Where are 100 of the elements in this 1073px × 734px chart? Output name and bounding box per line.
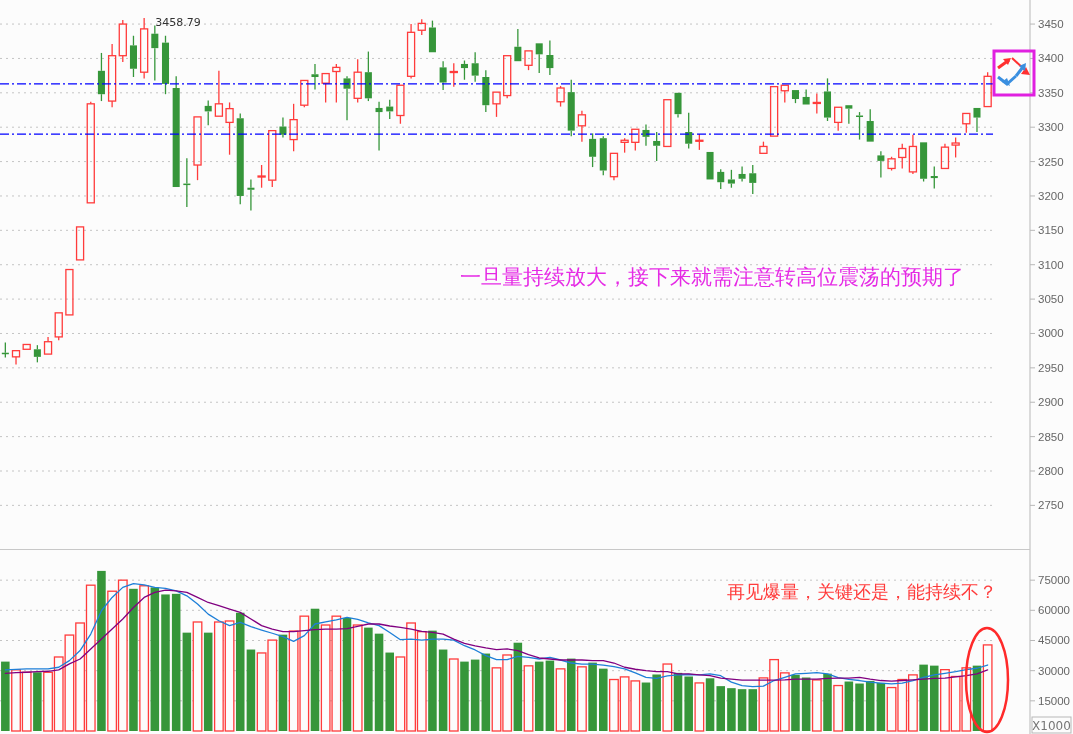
bar bbox=[352, 624, 363, 732]
bar bbox=[364, 627, 373, 731]
bar bbox=[566, 658, 576, 731]
bar bbox=[470, 659, 480, 731]
candlestick bbox=[139, 17, 149, 80]
bar bbox=[235, 612, 245, 731]
candlestick bbox=[769, 85, 779, 137]
bar bbox=[727, 688, 736, 731]
annotation: 再见爆量，关键还是，能持续不？ bbox=[727, 582, 997, 602]
bar bbox=[192, 621, 203, 732]
y-tick-label: 2750 bbox=[1038, 499, 1064, 512]
candlestick bbox=[375, 101, 383, 152]
bar bbox=[919, 664, 928, 731]
candlestick bbox=[321, 72, 330, 104]
bar bbox=[97, 570, 106, 731]
bar bbox=[171, 593, 181, 731]
bar bbox=[662, 663, 673, 732]
bar bbox=[876, 682, 886, 731]
bar bbox=[460, 661, 469, 731]
y-axis-title: X1000 bbox=[1032, 719, 1071, 733]
bar bbox=[385, 652, 394, 731]
bar bbox=[694, 682, 705, 732]
bar bbox=[203, 632, 213, 731]
candlestick bbox=[343, 75, 351, 121]
bar bbox=[791, 674, 800, 731]
bar bbox=[833, 684, 844, 732]
bar bbox=[930, 665, 939, 731]
y-tick-label: 60000 bbox=[1038, 604, 1070, 617]
candlestick bbox=[845, 105, 853, 125]
bar bbox=[438, 649, 448, 731]
bar bbox=[1, 661, 10, 731]
y-tick-label: 3350 bbox=[1038, 86, 1064, 99]
y-tick-label: 2950 bbox=[1038, 361, 1064, 374]
bar bbox=[673, 672, 683, 731]
annotation: 一旦量持续放大，接下来就需注意转高位震荡的预期了 bbox=[460, 265, 964, 288]
bar bbox=[182, 632, 192, 731]
bar bbox=[481, 653, 491, 731]
y-tick-label: 3000 bbox=[1038, 327, 1064, 340]
y-tick-label: 2850 bbox=[1038, 430, 1064, 443]
y-tick-label: 3450 bbox=[1038, 18, 1064, 31]
candlestick bbox=[11, 350, 21, 366]
candlestick bbox=[75, 226, 85, 261]
bar bbox=[641, 682, 651, 731]
bar bbox=[129, 588, 138, 731]
candlestick bbox=[22, 343, 31, 350]
bar bbox=[684, 676, 693, 731]
bar bbox=[652, 674, 661, 731]
bar bbox=[150, 587, 160, 731]
bar bbox=[246, 649, 256, 731]
y-tick-label: 3100 bbox=[1038, 258, 1064, 271]
bar bbox=[428, 630, 437, 731]
bar bbox=[599, 668, 608, 731]
y-tick-label: 3200 bbox=[1038, 189, 1064, 202]
candlestick bbox=[247, 178, 255, 212]
annotation: 3458.79 bbox=[155, 16, 201, 29]
bar bbox=[748, 689, 758, 731]
bar bbox=[161, 594, 170, 731]
y-tick-label: 3050 bbox=[1038, 293, 1064, 306]
candlestick bbox=[546, 39, 554, 76]
candlestick bbox=[107, 43, 117, 108]
candlestick bbox=[43, 336, 53, 355]
candlestick bbox=[609, 152, 619, 181]
bar bbox=[705, 678, 715, 731]
y-tick-label: 3300 bbox=[1038, 121, 1064, 134]
candlestick bbox=[940, 143, 950, 170]
candlestick bbox=[577, 110, 587, 143]
y-tick-label: 75000 bbox=[1038, 574, 1070, 587]
candlestick bbox=[877, 150, 885, 179]
y-tick-label: 2800 bbox=[1038, 464, 1064, 477]
candlestick bbox=[973, 107, 981, 133]
bar bbox=[588, 662, 597, 731]
bar bbox=[310, 608, 320, 731]
bar bbox=[523, 665, 534, 732]
bar bbox=[545, 660, 555, 731]
bar bbox=[513, 642, 523, 731]
candlestick bbox=[311, 63, 319, 91]
candlestick bbox=[706, 151, 714, 180]
bar bbox=[811, 679, 822, 732]
bar bbox=[278, 634, 288, 731]
bar bbox=[577, 666, 587, 732]
bar bbox=[865, 680, 875, 731]
bar bbox=[982, 644, 993, 732]
bar bbox=[139, 585, 150, 732]
bar bbox=[33, 672, 42, 731]
candlestick bbox=[535, 43, 543, 74]
bar bbox=[534, 661, 544, 731]
bar bbox=[342, 617, 352, 731]
y-tick-label: 45000 bbox=[1038, 634, 1070, 647]
y-tick-label: 3150 bbox=[1038, 224, 1064, 237]
candlestick bbox=[663, 99, 672, 148]
bar bbox=[855, 683, 864, 731]
y-tick-label: 15000 bbox=[1038, 694, 1070, 707]
candlestick bbox=[65, 268, 74, 316]
y-tick-label: 3250 bbox=[1038, 155, 1064, 168]
bar bbox=[448, 658, 459, 732]
candlestick bbox=[738, 165, 746, 183]
candlestick bbox=[514, 28, 522, 62]
candlestick bbox=[439, 60, 447, 91]
y-tick-label: 30000 bbox=[1038, 664, 1070, 677]
bar bbox=[374, 633, 384, 731]
